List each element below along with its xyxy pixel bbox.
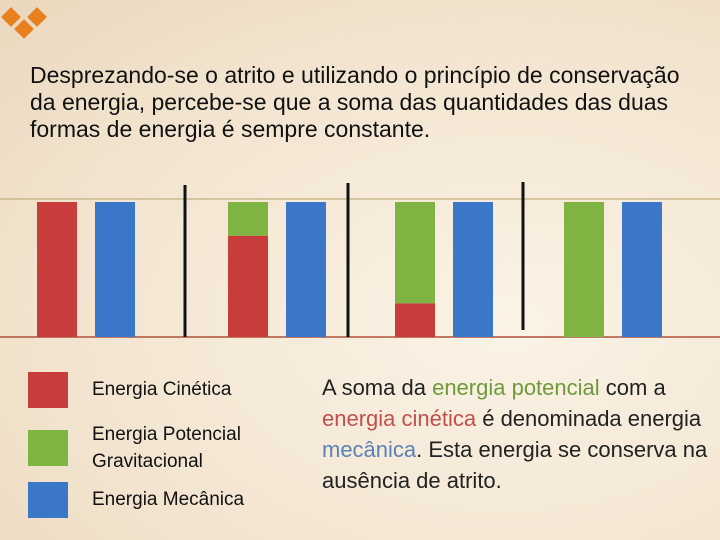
legend-label: Energia Potencial Gravitacional: [92, 424, 241, 472]
note-part: . Esta energia se conserva na ausência d…: [322, 437, 708, 493]
bar-segment: [228, 235, 268, 337]
intro-text: Desprezando-se o atrito e utilizando o p…: [30, 62, 680, 142]
note-part: mecânica: [322, 437, 417, 462]
bar: [286, 202, 326, 337]
note-part: A soma da: [322, 375, 433, 400]
legend-label: Energia Mecânica: [92, 489, 245, 510]
bar-segment: [564, 202, 604, 337]
legend-swatch: [28, 482, 68, 518]
bar: [622, 202, 662, 337]
note-part: energia potencial: [432, 375, 600, 400]
note-part: energia cinética: [322, 406, 477, 431]
bar-segment: [395, 202, 435, 304]
legend-label: Energia Cinética: [92, 379, 232, 400]
bar-segment: [395, 303, 435, 337]
note-part: com a: [599, 375, 666, 400]
bar-segment: [37, 202, 77, 337]
note-part: é denominada energia: [476, 406, 702, 431]
logo: [1, 7, 47, 39]
legend-swatch: [28, 372, 68, 408]
bar: [95, 202, 135, 337]
bar-segment: [228, 202, 268, 236]
bar: [453, 202, 493, 337]
legend-swatch: [28, 430, 68, 466]
note-text: A soma da energia potencial com a energi…: [322, 372, 712, 496]
